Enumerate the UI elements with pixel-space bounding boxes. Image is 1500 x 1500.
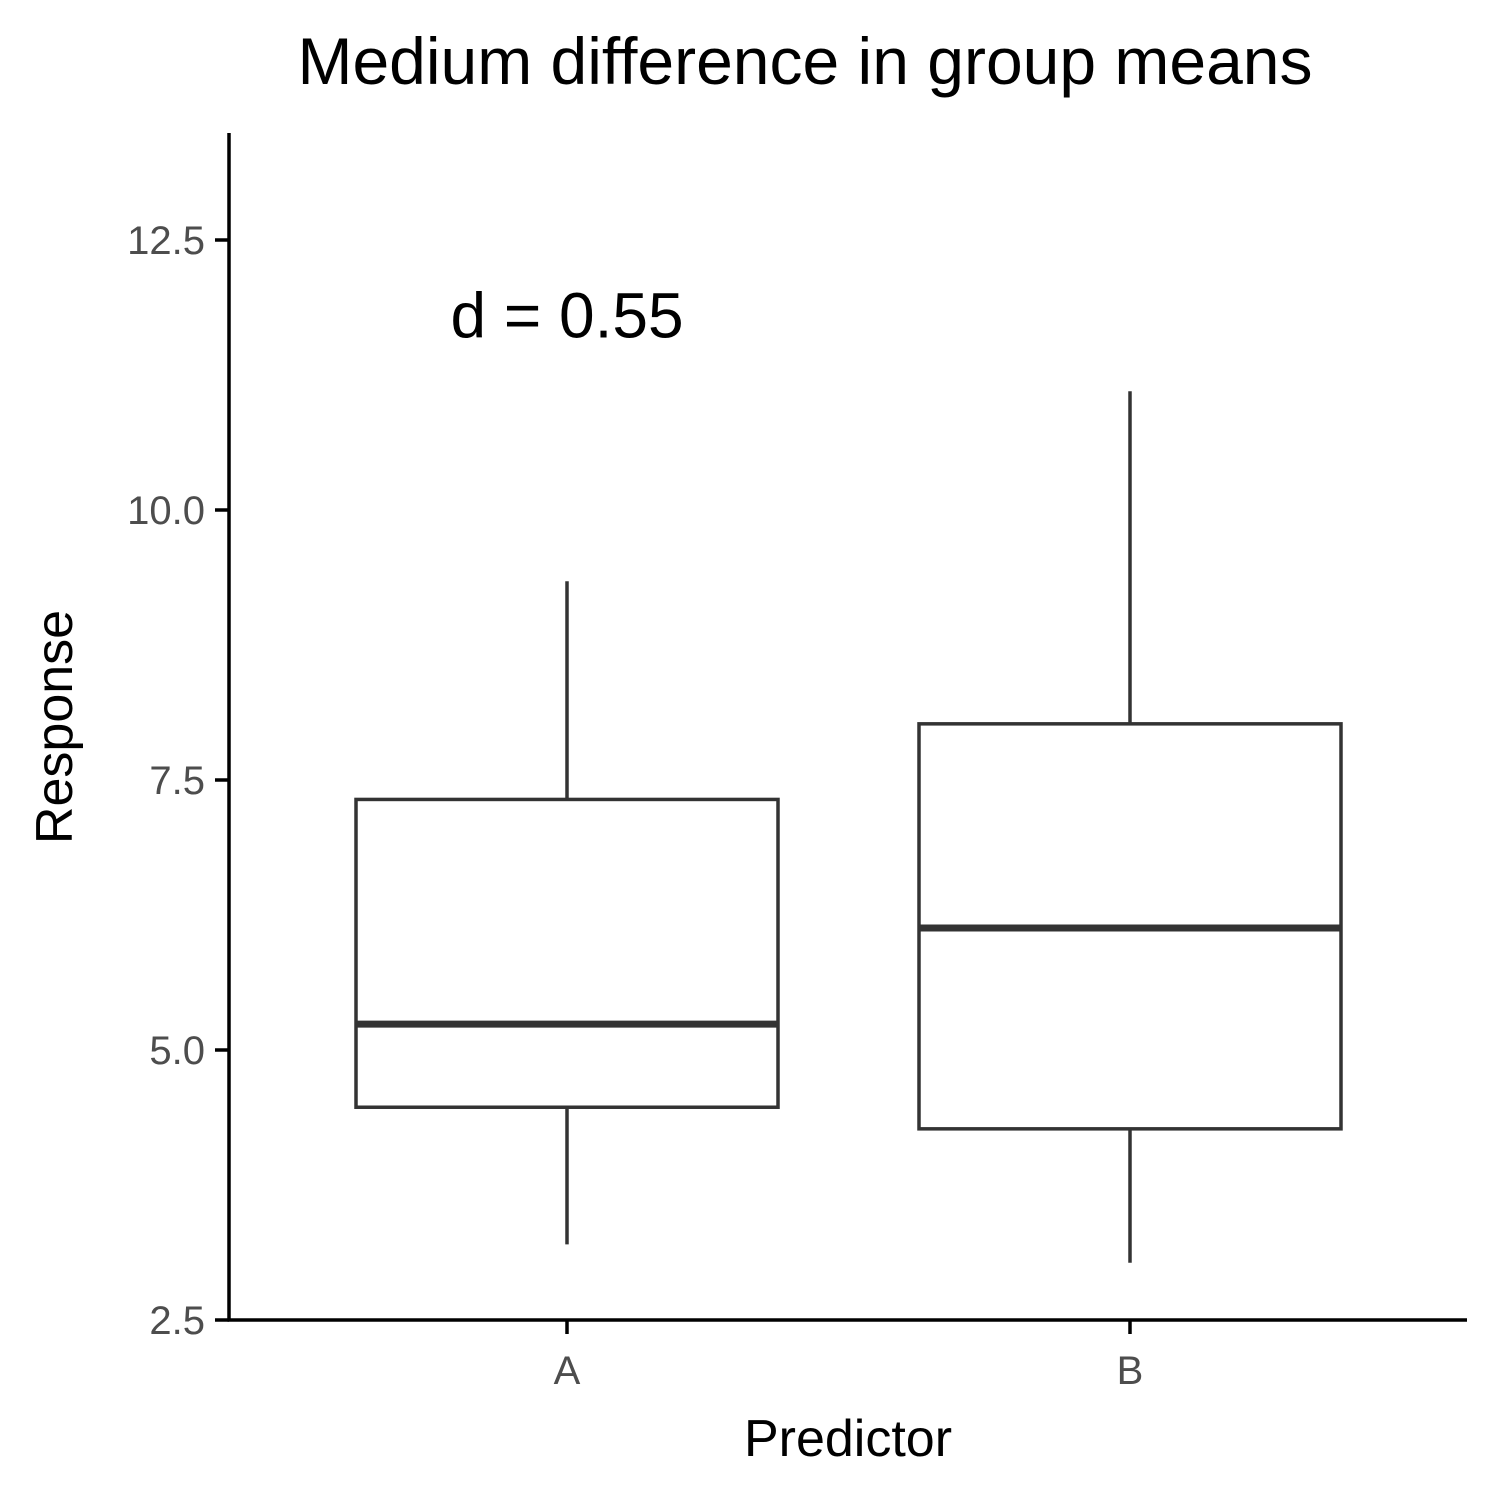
y-tick-label: 12.5 [127,219,205,263]
y-tick-label: 5.0 [149,1029,205,1073]
plot-area [354,391,1343,1263]
x-tick-label: A [554,1349,581,1393]
x-tick-label: B [1117,1349,1144,1393]
y-axis-title: Response [26,610,84,844]
effect-size-annotation: d = 0.55 [450,280,683,352]
box-group-a [354,581,780,1245]
y-tick-label: 7.5 [149,759,205,803]
box-group-b [917,391,1343,1263]
y-tick-label: 10.0 [127,489,205,533]
chart-title: Medium difference in group means [297,24,1312,98]
iqr-box [354,797,780,1109]
axes: 2.5 5.0 7.5 10.0 12.5 A B [127,133,1467,1393]
x-axis-title: Predictor [744,1410,952,1468]
y-tick-label: 2.5 [149,1299,205,1343]
